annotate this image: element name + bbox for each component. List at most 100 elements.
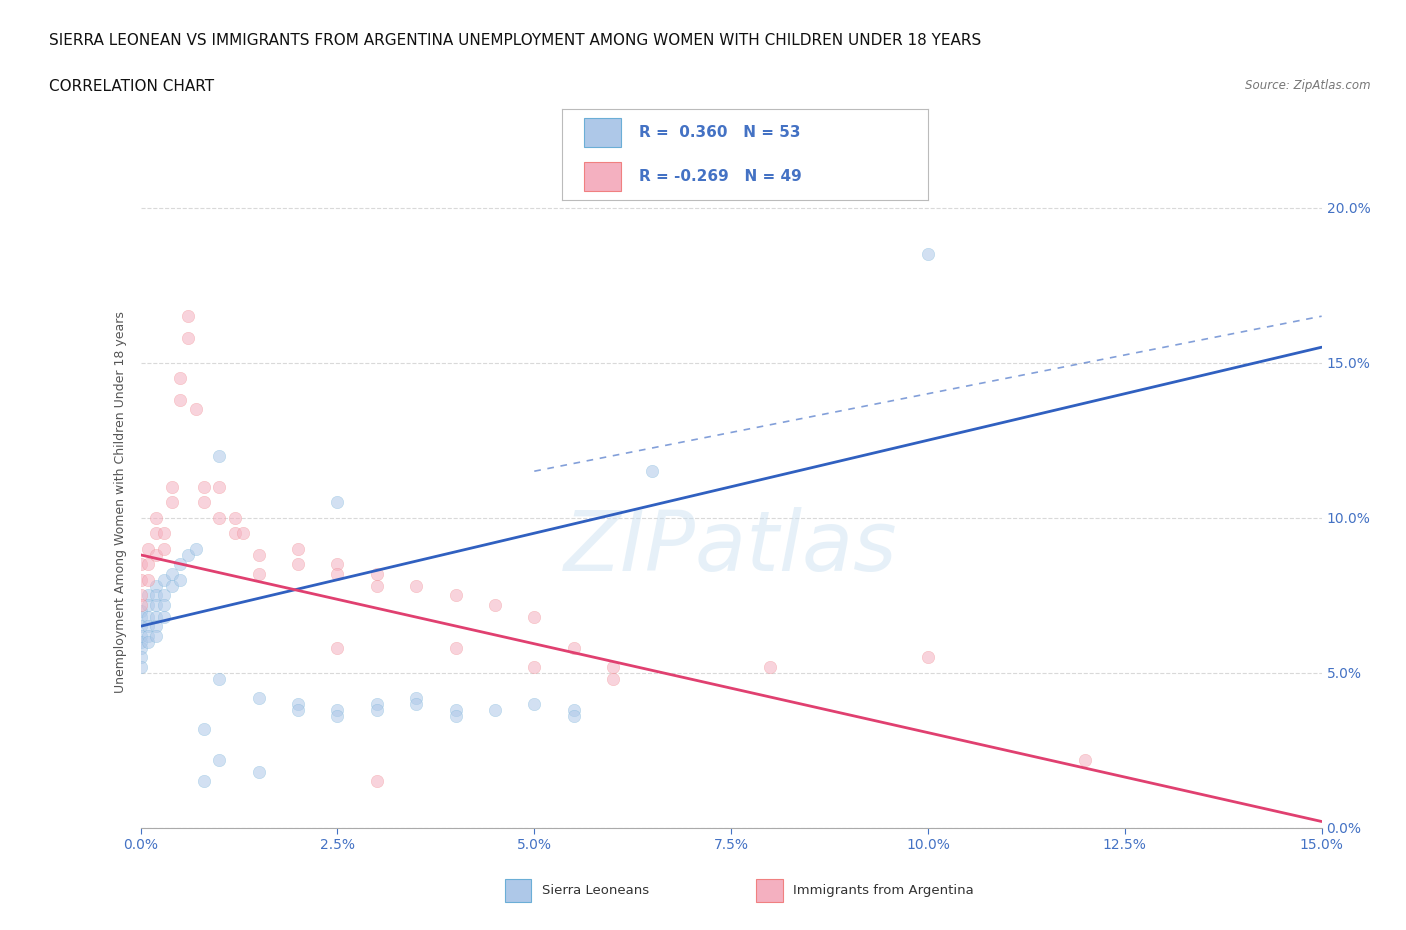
Point xyxy=(129,618,152,633)
Point xyxy=(366,702,388,717)
Point xyxy=(287,557,309,572)
Point xyxy=(405,697,427,711)
Point xyxy=(145,628,167,643)
Y-axis label: Unemployment Among Women with Children Under 18 years: Unemployment Among Women with Children U… xyxy=(114,312,128,693)
Point xyxy=(184,402,207,417)
Point xyxy=(138,609,160,624)
Point xyxy=(160,495,183,510)
Point xyxy=(366,578,388,593)
Point xyxy=(208,479,231,494)
Point xyxy=(153,525,176,540)
Point xyxy=(138,557,160,572)
Point xyxy=(602,671,624,686)
Point xyxy=(153,572,176,587)
Point xyxy=(129,659,152,674)
Point xyxy=(366,566,388,581)
Point xyxy=(138,541,160,556)
Point xyxy=(145,618,167,633)
Point xyxy=(208,752,231,767)
Point xyxy=(405,578,427,593)
Point xyxy=(145,609,167,624)
Point xyxy=(138,618,160,633)
Point xyxy=(169,557,191,572)
Point xyxy=(129,604,152,618)
Point xyxy=(484,702,506,717)
Point xyxy=(641,464,664,479)
Point xyxy=(129,588,152,603)
Text: Sierra Leoneans: Sierra Leoneans xyxy=(543,884,650,897)
Point xyxy=(177,330,200,345)
Point xyxy=(247,548,270,563)
Bar xyxy=(756,879,783,902)
Point xyxy=(193,495,215,510)
Point xyxy=(129,634,152,649)
Point xyxy=(145,588,167,603)
Point xyxy=(326,702,349,717)
Point xyxy=(145,525,167,540)
Point xyxy=(169,572,191,587)
Point xyxy=(193,721,215,736)
Point xyxy=(523,609,546,624)
Point xyxy=(759,659,782,674)
Point xyxy=(247,690,270,705)
Point xyxy=(138,572,160,587)
Point xyxy=(129,557,152,572)
Point xyxy=(184,541,207,556)
Point xyxy=(287,702,309,717)
Point xyxy=(138,634,160,649)
Point xyxy=(129,597,152,612)
Point xyxy=(602,659,624,674)
Point xyxy=(232,525,254,540)
Point xyxy=(193,479,215,494)
Point xyxy=(917,246,939,261)
Text: R = -0.269   N = 49: R = -0.269 N = 49 xyxy=(640,168,801,184)
Point xyxy=(287,697,309,711)
Bar xyxy=(585,118,621,147)
Point xyxy=(444,702,467,717)
Point xyxy=(153,597,176,612)
Point xyxy=(138,628,160,643)
Point xyxy=(160,566,183,581)
Point xyxy=(160,578,183,593)
Point xyxy=(366,774,388,789)
Point xyxy=(208,511,231,525)
Point xyxy=(523,659,546,674)
Point xyxy=(444,641,467,656)
Point xyxy=(153,588,176,603)
Point xyxy=(145,511,167,525)
Point xyxy=(145,597,167,612)
Point xyxy=(326,566,349,581)
Point xyxy=(366,697,388,711)
Point xyxy=(444,709,467,724)
Point xyxy=(169,392,191,407)
Point xyxy=(224,511,246,525)
Point xyxy=(160,479,183,494)
Point xyxy=(224,525,246,540)
Point xyxy=(405,690,427,705)
Point xyxy=(326,495,349,510)
Point xyxy=(138,588,160,603)
Point xyxy=(145,578,167,593)
Point xyxy=(129,650,152,665)
Point xyxy=(153,541,176,556)
Point xyxy=(562,702,585,717)
Point xyxy=(247,764,270,779)
Point xyxy=(208,671,231,686)
Point xyxy=(326,709,349,724)
Point xyxy=(193,774,215,789)
Point xyxy=(562,709,585,724)
Text: Immigrants from Argentina: Immigrants from Argentina xyxy=(793,884,974,897)
Text: Source: ZipAtlas.com: Source: ZipAtlas.com xyxy=(1246,79,1371,92)
Point xyxy=(169,371,191,386)
Point xyxy=(562,641,585,656)
Point xyxy=(129,628,152,643)
Point xyxy=(138,597,160,612)
Point xyxy=(326,641,349,656)
Text: R =  0.360   N = 53: R = 0.360 N = 53 xyxy=(640,125,800,140)
Point xyxy=(129,572,152,587)
Point xyxy=(444,588,467,603)
Bar xyxy=(585,162,621,191)
Bar xyxy=(505,879,531,902)
Point xyxy=(208,448,231,463)
Text: SIERRA LEONEAN VS IMMIGRANTS FROM ARGENTINA UNEMPLOYMENT AMONG WOMEN WITH CHILDR: SIERRA LEONEAN VS IMMIGRANTS FROM ARGENT… xyxy=(49,33,981,47)
